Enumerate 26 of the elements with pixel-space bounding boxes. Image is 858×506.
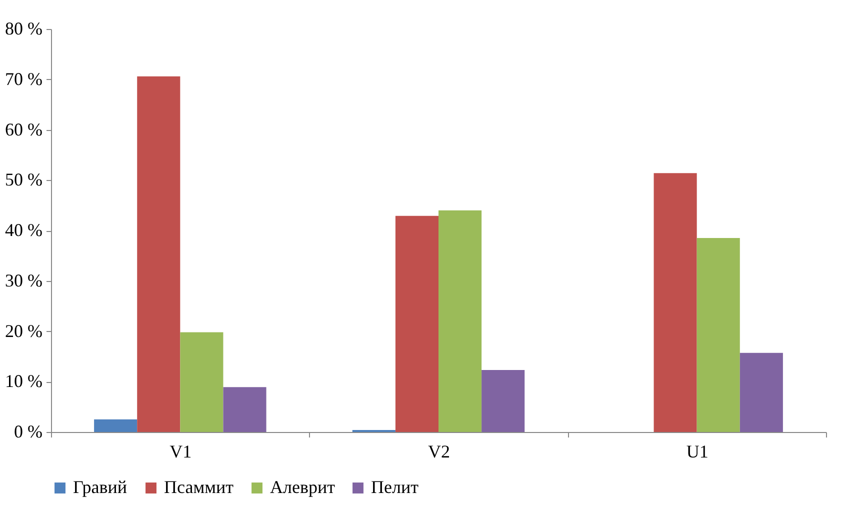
y-tick-label: 30 % (5, 270, 42, 290)
y-tick-label: 20 % (5, 320, 42, 341)
y-tick-label: 50 % (5, 170, 42, 190)
bar (137, 76, 180, 432)
x-tick-label: V1 (170, 442, 192, 462)
bar (180, 332, 224, 432)
y-tick-label: 10 % (5, 371, 42, 392)
y-tick-label: 40 % (5, 220, 42, 240)
legend-label: Алеврит (270, 477, 336, 497)
x-tick-label: V2 (428, 442, 450, 462)
y-tick-label: 60 % (5, 119, 42, 140)
y-tick-label: 0 % (14, 422, 42, 442)
legend-label: Пелит (371, 477, 419, 497)
bar (740, 352, 783, 432)
bar (438, 210, 482, 432)
bar (696, 238, 740, 432)
bar (482, 370, 525, 432)
bar (395, 216, 438, 432)
y-tick-label: 80 % (5, 18, 42, 38)
bar (223, 387, 266, 432)
legend-label: Псаммит (164, 477, 234, 497)
bar (654, 173, 697, 432)
bar (94, 419, 138, 432)
legend-label: Гравий (73, 477, 128, 497)
x-tick-label: U1 (686, 442, 708, 462)
y-tick-label: 70 % (5, 68, 42, 89)
